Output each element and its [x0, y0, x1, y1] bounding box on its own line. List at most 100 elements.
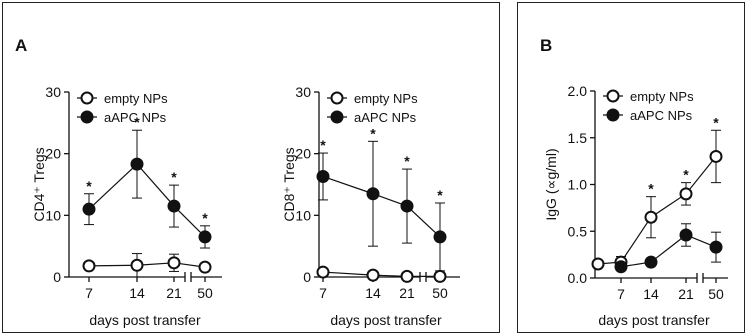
- panel-a: A: [2, 2, 500, 333]
- significance-star: *: [134, 114, 140, 130]
- data-point: [591, 257, 605, 271]
- legend-marker: [606, 89, 620, 103]
- x-tick-label: 14: [643, 286, 659, 302]
- legend-marker: [80, 91, 94, 105]
- x-tick-label: 21: [678, 286, 694, 302]
- series-aapc-nps: [614, 223, 723, 274]
- y-axis-label: IgG (∝g/ml): [543, 148, 559, 220]
- significance-star: *: [171, 169, 177, 185]
- y-tick-label: 0: [303, 269, 311, 285]
- y-tick-label: 10: [45, 207, 61, 223]
- data-point: [167, 256, 181, 270]
- chart-igg: 0.0 0.5 1.0 1.5 2.0 7 14 21 50 days post transfer…: [543, 83, 728, 328]
- data-point: [679, 228, 693, 242]
- panel-a-letter: A: [15, 36, 28, 55]
- x-tick-label: 21: [166, 285, 182, 301]
- y-axis-label: CD8⁺ Tregs: [281, 147, 297, 221]
- data-point: [433, 269, 447, 283]
- legend-marker: [606, 108, 620, 122]
- data-point: [644, 255, 658, 269]
- legend-marker: [80, 110, 94, 124]
- x-tick-label: 21: [399, 285, 415, 301]
- data-point: [709, 240, 723, 254]
- legend-item-aapc-nps: aAPC NPs: [327, 110, 417, 125]
- series-line: [88, 163, 206, 238]
- chart-cd4: 0 10 20 30 7 14 21 50 days post transfer CD4⁺ Tre…: [31, 84, 222, 328]
- x-tick-label: 7: [617, 286, 625, 302]
- data-point: [130, 258, 144, 272]
- y-tick-label: 1.5: [568, 130, 588, 146]
- series-aapc-nps: [316, 140, 447, 272]
- significance-star: *: [320, 137, 326, 153]
- y-axis-label: CD4⁺ Tregs: [31, 147, 47, 221]
- series-empty-nps: [316, 265, 447, 283]
- legend-item-empty-nps: empty NPs: [77, 91, 168, 106]
- data-point: [400, 269, 414, 283]
- data-point: [400, 199, 414, 213]
- legend-label: aAPC NPs: [104, 110, 167, 125]
- legend-label: empty NPs: [104, 91, 168, 106]
- y-tick-label: 2.0: [568, 83, 588, 99]
- legend-marker: [330, 91, 344, 105]
- data-point: [366, 187, 380, 201]
- legend-label: empty NPs: [630, 89, 694, 104]
- x-axis-label: days post transfer: [598, 312, 710, 328]
- series-empty-nps: [591, 129, 723, 271]
- y-tick-label: 20: [295, 146, 311, 162]
- data-point: [709, 149, 723, 163]
- y-tick-label: 30: [295, 84, 311, 100]
- legend-label: aAPC NPs: [354, 110, 417, 125]
- series-line: [322, 175, 441, 238]
- significance-star: *: [370, 125, 376, 141]
- series-line: [620, 234, 717, 268]
- significance-star: *: [713, 114, 719, 130]
- y-tick-label: 10: [295, 207, 311, 223]
- legend-marker: [330, 110, 344, 124]
- x-tick-label: 50: [708, 286, 724, 302]
- data-point: [679, 187, 693, 201]
- legend-item-aapc-nps: aAPC NPs: [603, 108, 693, 123]
- data-point: [433, 230, 447, 244]
- series-empty-nps: [82, 253, 212, 278]
- data-point: [198, 230, 212, 244]
- legend-item-aapc-nps: aAPC NPs: [77, 110, 167, 125]
- data-point: [198, 260, 212, 274]
- x-tick-label: 14: [129, 285, 145, 301]
- panel-b-letter: B: [540, 36, 553, 55]
- data-point: [82, 259, 96, 273]
- data-point: [366, 268, 380, 282]
- significance-star: *: [404, 153, 410, 169]
- x-tick-label: 7: [319, 285, 327, 301]
- significance-star: *: [648, 181, 654, 197]
- series-line: [597, 156, 717, 265]
- series-line: [88, 262, 206, 268]
- significance-star: *: [202, 210, 208, 226]
- data-point: [130, 157, 144, 171]
- legend-item-empty-nps: empty NPs: [603, 89, 694, 104]
- y-tick-label: 0: [53, 269, 61, 285]
- significance-star: *: [86, 178, 92, 194]
- x-tick-label: 7: [85, 285, 93, 301]
- data-point: [316, 265, 330, 279]
- x-tick-label: 50: [432, 285, 448, 301]
- y-tick-label: 30: [45, 84, 61, 100]
- chart-cd8: 0 10 20 30 7 14 21 50 days post transfer CD8⁺ Tre…: [281, 84, 460, 328]
- legend-label: aAPC NPs: [630, 108, 693, 123]
- significance-star: *: [683, 167, 689, 183]
- x-tick-label: 50: [197, 285, 213, 301]
- data-point: [82, 202, 96, 216]
- data-point: [644, 210, 658, 224]
- data-point: [167, 199, 181, 213]
- x-tick-label: 14: [365, 285, 381, 301]
- y-tick-label: 1.0: [568, 177, 588, 193]
- legend-item-empty-nps: empty NPs: [327, 91, 418, 106]
- x-axis-label: days post transfer: [330, 312, 442, 328]
- y-tick-label: 20: [45, 146, 61, 162]
- legend-label: empty NPs: [354, 91, 418, 106]
- series-line: [322, 271, 440, 277]
- y-tick-label: 0.5: [568, 223, 588, 239]
- series-aapc-nps: [82, 129, 212, 249]
- x-axis-label: days post transfer: [89, 312, 201, 328]
- y-tick-label: 0.0: [568, 270, 588, 286]
